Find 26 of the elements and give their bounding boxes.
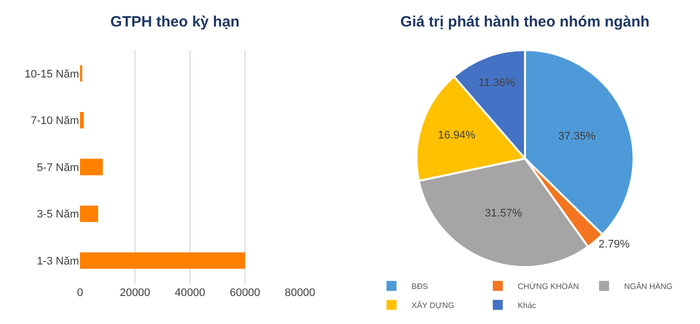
x-tick-label: 0	[76, 287, 84, 299]
y-tick-label: 5-7 Năm	[36, 162, 79, 174]
y-tick-label: 1-3 Năm	[36, 255, 79, 268]
bar	[80, 206, 98, 222]
chart-title: GTPH theo kỳ hạn	[110, 14, 240, 31]
legend-label: BĐS	[412, 282, 428, 291]
y-tick-label: 10-15 Năm	[24, 68, 79, 80]
data-label: 11.36%	[478, 77, 516, 90]
x-tick-label: 60000	[230, 287, 260, 299]
bar	[80, 252, 245, 269]
y-tick-label: 7-10 Năm	[30, 115, 79, 128]
x-tick-label: 80000	[284, 287, 316, 299]
legend-label: XÂY DỰNG	[412, 300, 454, 310]
data-label: 2.79%	[598, 238, 630, 250]
legend-label: NGÂN HÀNG	[624, 282, 673, 291]
data-label: 37.35%	[558, 130, 596, 143]
bar	[80, 112, 84, 128]
data-label: 31.57%	[484, 208, 522, 220]
bar	[80, 158, 103, 176]
chart-title: Giá trị phát hành theo nhóm ngành	[400, 14, 650, 31]
x-tick-label: 40000	[174, 287, 206, 299]
data-label: 16.94%	[438, 130, 476, 142]
legend-label: Khác	[518, 300, 536, 310]
legend-label: CHỨNG KHOÁN	[518, 282, 580, 291]
x-tick-label: 20000	[120, 287, 150, 299]
y-tick-label: 3-5 Năm	[36, 208, 79, 221]
